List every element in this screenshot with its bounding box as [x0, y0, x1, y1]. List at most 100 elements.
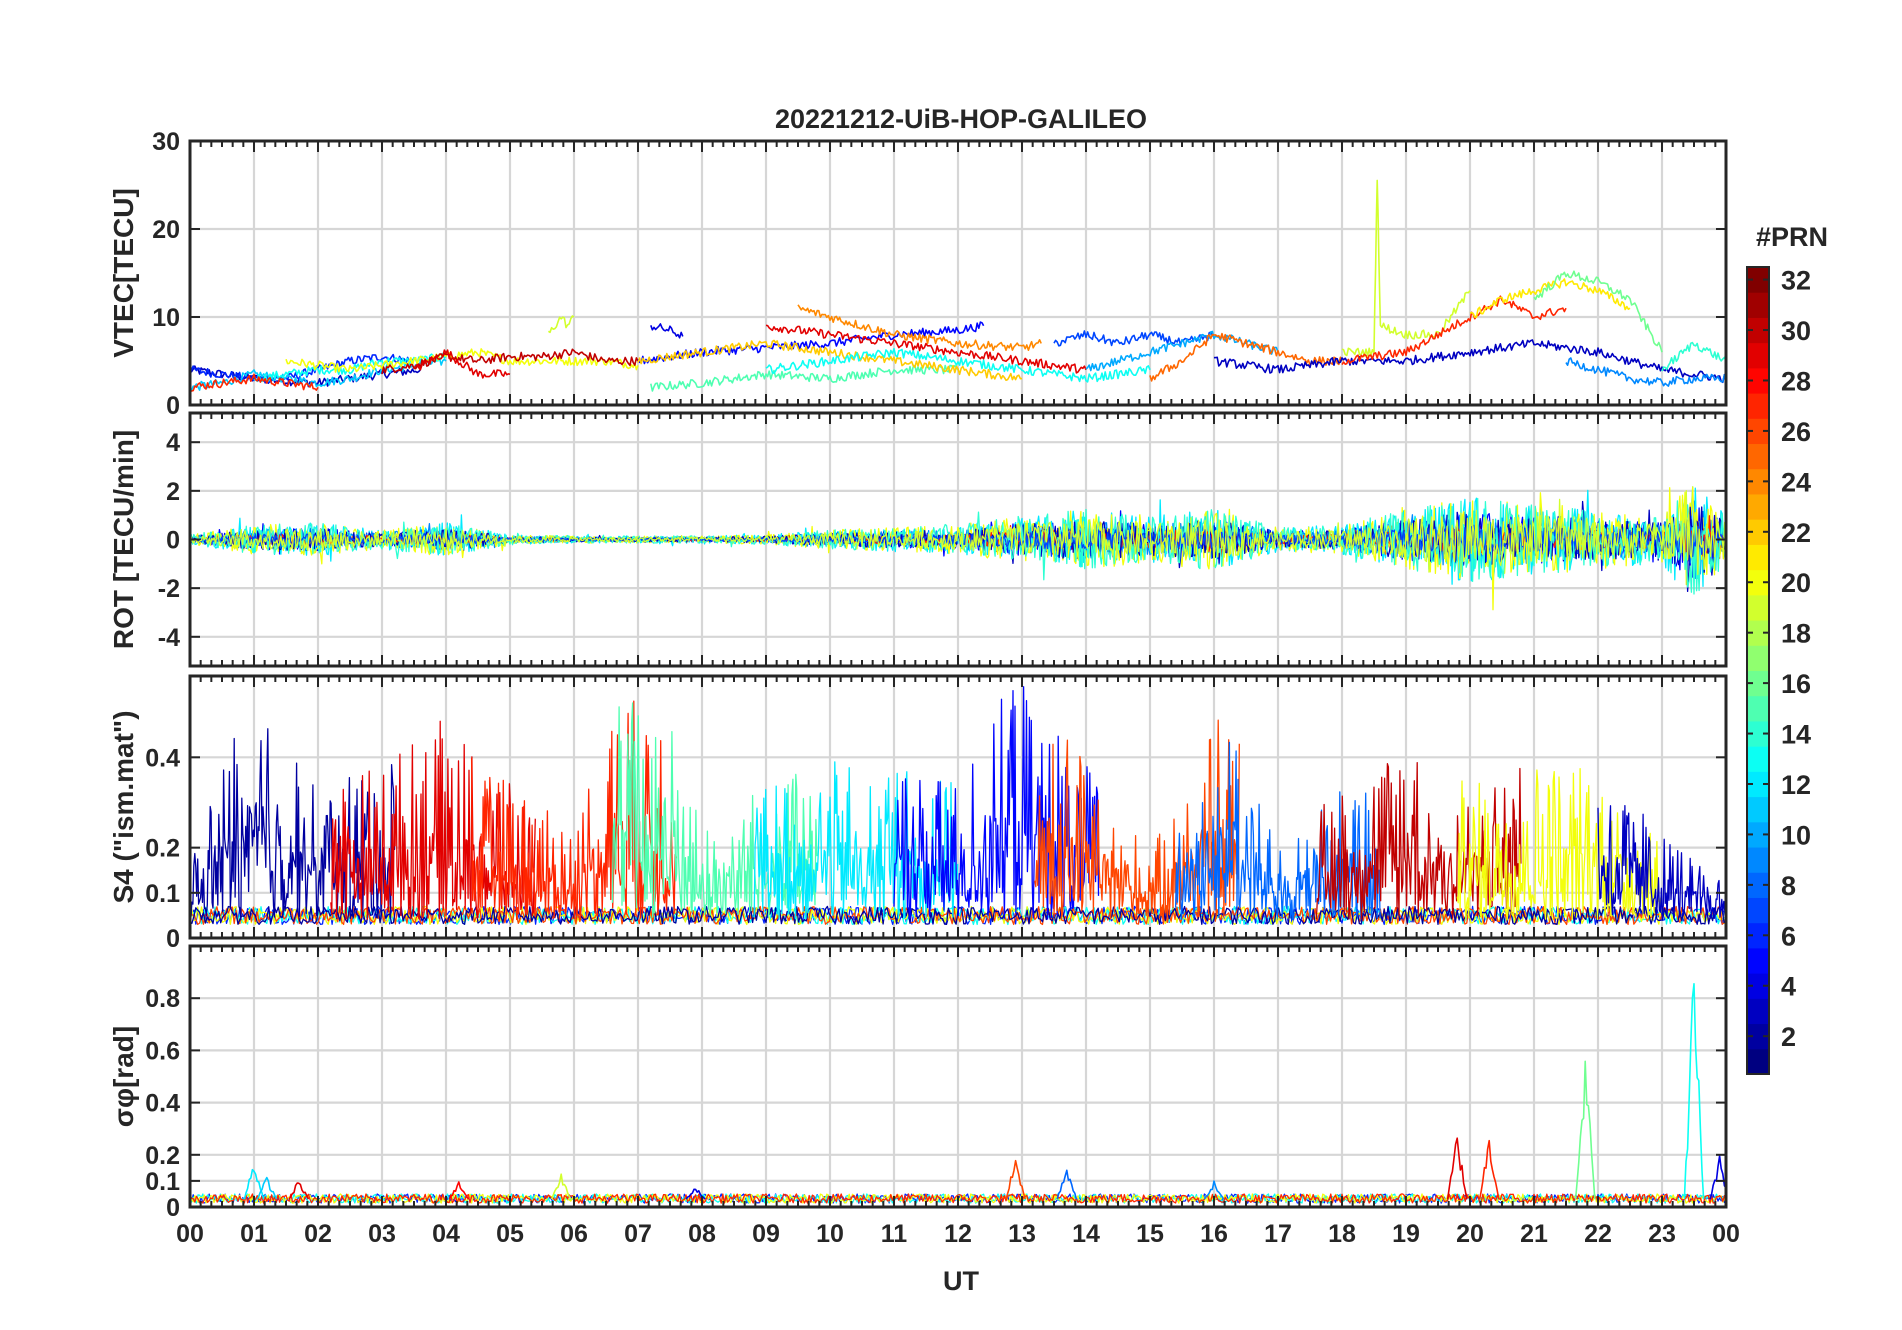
- colorbar-segment: [1747, 1023, 1769, 1050]
- x-tick-label: 22: [1584, 1220, 1612, 1248]
- colorbar-segment: [1747, 367, 1769, 394]
- y-tick-label: 0.2: [145, 835, 180, 863]
- x-tick-label: 08: [688, 1220, 716, 1248]
- colorbar-segment: [1747, 746, 1769, 772]
- vtec-series-prn-27: [1341, 295, 1567, 366]
- colorbar-segment: [1747, 847, 1769, 873]
- sigma-spike-prn-11: [256, 1176, 278, 1200]
- x-tick-label: 02: [304, 1220, 332, 1248]
- vtec-series-prn-14: [1661, 341, 1726, 372]
- vtec-series-prn-9: [1565, 357, 1726, 387]
- x-tick-label: 14: [1072, 1220, 1100, 1248]
- x-tick-label: 09: [752, 1220, 780, 1248]
- vtec-series-prn-20: [285, 348, 639, 373]
- y-axis-label: S4 ("ism.mat"): [108, 710, 139, 903]
- colorbar-segment: [1747, 771, 1769, 798]
- x-tick-label: 18: [1328, 1220, 1356, 1248]
- x-tick-label: 13: [1008, 1220, 1036, 1248]
- colorbar-segment: [1747, 267, 1769, 293]
- y-tick-label: 10: [152, 304, 180, 332]
- colorbar-segment: [1747, 393, 1769, 419]
- y-axis-label: ROT [TECU/min]: [108, 430, 139, 649]
- colorbar-tick-label: 18: [1781, 619, 1811, 649]
- data-layer: [190, 686, 1726, 926]
- x-tick-label: 11: [881, 1220, 908, 1248]
- x-tick-label: 15: [1136, 1220, 1164, 1248]
- data-layer: [190, 179, 1726, 393]
- vtec-series-prn-21: [1469, 278, 1631, 319]
- colorbar-segment: [1747, 544, 1769, 571]
- vtec-series-prn-19: [1341, 179, 1471, 358]
- colorbar-tick-label: 30: [1781, 316, 1811, 346]
- y-tick-label: 0.6: [145, 1037, 180, 1065]
- colorbar-segment: [1747, 645, 1769, 671]
- x-tick-label: 05: [496, 1220, 524, 1248]
- colorbar-tick-label: 24: [1781, 467, 1811, 497]
- sigma-spike-prn-8: [1056, 1169, 1078, 1200]
- colorbar-segment: [1747, 922, 1769, 949]
- sigma-spike-prn-26: [1005, 1159, 1026, 1200]
- rot-series-prn-19: [190, 490, 1726, 576]
- colorbar-segment: [1747, 317, 1769, 344]
- colorbar-segment: [1747, 947, 1769, 974]
- chart-title: 20221212-UiB-HOP-GALILEO: [775, 104, 1147, 134]
- s4-series-prn-12: [753, 761, 959, 920]
- s4-series-prn-20: [1456, 768, 1663, 921]
- data-layer: [190, 486, 1726, 611]
- y-axis-label: σφ[rad]: [108, 1026, 139, 1127]
- vtec-series-prn-29: [765, 324, 1087, 374]
- colorbar-segment: [1747, 418, 1769, 445]
- y-tick-label: 0: [166, 527, 180, 555]
- sigma-spike-prn-16: [1574, 1060, 1596, 1200]
- colorbar-tick-label: 6: [1781, 921, 1796, 951]
- colorbar-tick-label: 2: [1781, 1022, 1796, 1052]
- sigma-spike-prn-27: [1478, 1139, 1500, 1200]
- colorbar-tick-label: 32: [1781, 266, 1811, 296]
- y-tick-label: 0: [166, 1194, 180, 1222]
- vtec-series-prn-16: [1533, 270, 1663, 353]
- colorbar-tick-label: 28: [1781, 366, 1811, 396]
- x-tick-label: 23: [1648, 1220, 1676, 1248]
- y-tick-label: 4: [166, 429, 180, 457]
- sigma-spike-prn-13: [1683, 982, 1705, 1200]
- colorbar-segment: [1747, 519, 1769, 545]
- colorbar-segment: [1747, 821, 1769, 848]
- vtec-series-prn-24: [797, 304, 1042, 352]
- sigma-spike-prn-29: [1446, 1137, 1468, 1200]
- colorbar-tick-label: 20: [1781, 568, 1811, 598]
- colorbar-tick-label: 16: [1781, 669, 1811, 699]
- y-tick-label: 0.1: [145, 1168, 180, 1196]
- colorbar-segment: [1747, 973, 1769, 999]
- colorbar-segment: [1747, 342, 1769, 369]
- x-tick-label: 07: [624, 1220, 652, 1248]
- sigma-spike-prn-19: [550, 1173, 572, 1200]
- colorbar-segment: [1747, 670, 1769, 697]
- colorbar-segment: [1747, 872, 1769, 898]
- x-tick-label: 17: [1264, 1220, 1292, 1248]
- colorbar-segment: [1747, 620, 1769, 646]
- x-tick-label: 06: [560, 1220, 588, 1248]
- y-tick-label: 2: [166, 478, 180, 506]
- vtec-series-prn-4: [650, 323, 684, 339]
- panel-vtec: 0 10 20 30 VTEC[TECU]: [108, 128, 1728, 420]
- vtec-series-prn-13: [253, 352, 447, 383]
- colorbar-tick-label: 14: [1781, 720, 1811, 750]
- colorbar-label: #PRN: [1756, 222, 1828, 252]
- vtec-series-prn-3: [1213, 339, 1726, 384]
- sigma-spike-prn-4: [1709, 1155, 1726, 1200]
- x-tick-label: 20: [1456, 1220, 1484, 1248]
- y-tick-label: -4: [158, 624, 180, 652]
- y-tick-label: 20: [152, 216, 180, 244]
- sigma-spike-prn-28: [448, 1181, 470, 1200]
- sigma-spike-prn-29: [288, 1182, 310, 1200]
- s4-series-prn-3: [1597, 804, 1726, 920]
- vtec-series-prn-27: [190, 373, 319, 393]
- s4-series-prn-26: [1034, 719, 1240, 920]
- colorbar-segment: [1747, 292, 1769, 318]
- colorbar-frame: [1746, 266, 1770, 1075]
- y-tick-label: -2: [158, 575, 180, 603]
- colorbar-segment: [1747, 897, 1769, 924]
- s4-series-prn-27: [470, 700, 677, 921]
